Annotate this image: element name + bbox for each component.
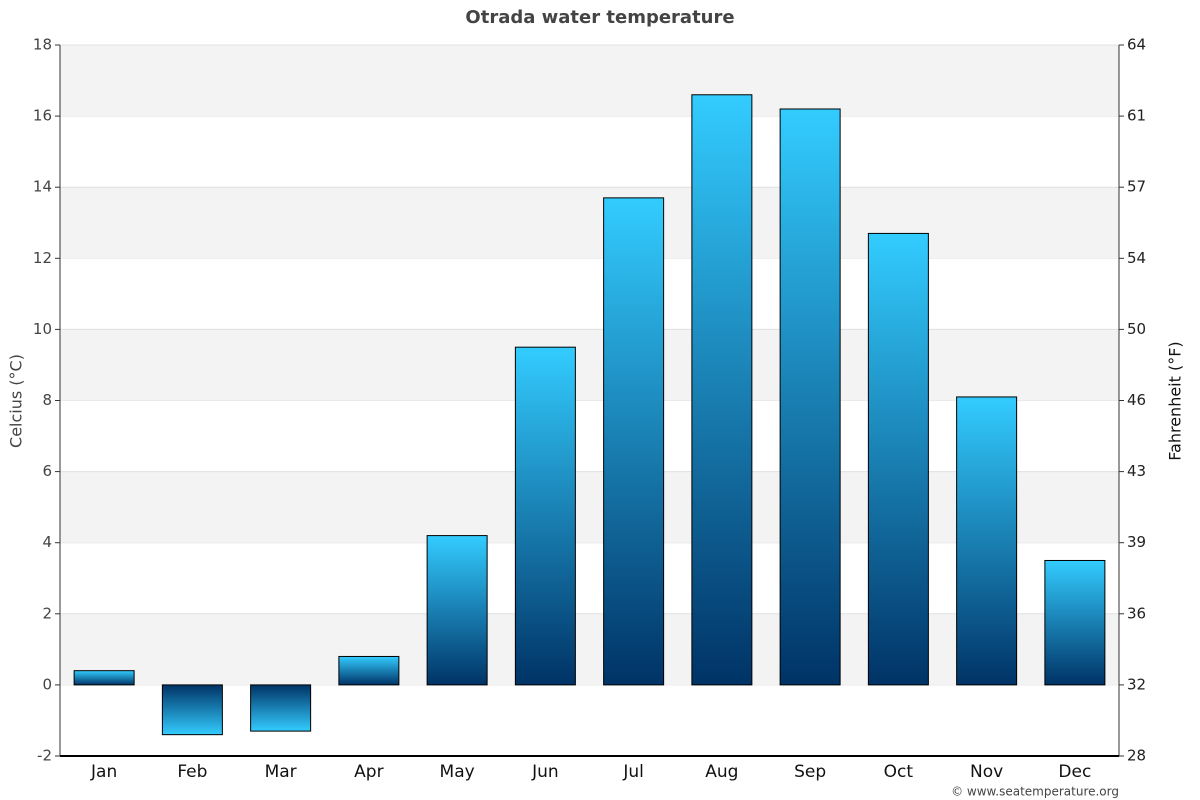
y2-tick-label: 32 [1127,675,1146,693]
bar [956,396,1018,686]
x-tick-label: Nov [970,762,1003,782]
chart-title: Otrada water temperature [465,7,734,28]
y2-tick-label: 54 [1127,249,1146,267]
bar [514,346,576,686]
y-tick-label: 12 [33,249,52,267]
y-tick-label: 14 [33,178,52,196]
x-tick-label: Jun [531,762,559,782]
bar [779,108,841,686]
y2-tick-label: 64 [1127,36,1146,54]
y-tick-label: 18 [33,36,52,54]
bar [867,232,929,686]
bar [161,684,223,736]
grid-band [60,187,1119,259]
grid-band [60,45,1119,117]
y2-tick-label: 28 [1127,747,1146,765]
bar [691,94,753,686]
y-tick-label: 8 [42,391,52,409]
x-tick-label: Sep [794,762,826,782]
x-tick-label: Jan [90,762,117,782]
x-tick-label: Oct [884,762,914,782]
y2-tick-label: 46 [1127,391,1146,409]
y2-axis-label: Fahrenheit (°F) [1166,341,1185,460]
y2-tick-label: 43 [1127,462,1146,480]
y-tick-label: 0 [42,675,52,693]
bar [1044,559,1106,686]
y-tick-label: 16 [33,107,52,125]
y2-tick-label: 50 [1127,320,1146,338]
bar [73,670,135,686]
bar [426,535,488,686]
grid-band [60,471,1119,543]
bar [338,655,400,686]
x-tick-label: Aug [705,762,738,782]
y-tick-label: 10 [33,320,52,338]
x-tick-label: Dec [1058,762,1091,782]
x-tick-label: May [440,762,475,782]
source-credit: © www.seatemperature.org [951,785,1119,799]
x-tick-label: Mar [265,762,297,782]
y-tick-label: -2 [37,747,52,765]
y2-tick-label: 57 [1127,178,1146,196]
x-tick-label: Jul [622,762,644,782]
grid-band [60,613,1119,685]
y-axis-label: Celcius (°C) [7,354,26,448]
x-tick-label: Feb [177,762,207,782]
x-tick-label: Apr [354,762,383,782]
y-tick-label: 6 [42,462,52,480]
y2-tick-label: 39 [1127,533,1146,551]
bar [250,684,312,732]
y2-tick-label: 61 [1127,107,1146,125]
grid-band [60,329,1119,401]
y-tick-label: 4 [42,533,52,551]
bar [603,197,665,686]
y-tick-label: 2 [42,604,52,622]
y2-tick-label: 36 [1127,604,1146,622]
